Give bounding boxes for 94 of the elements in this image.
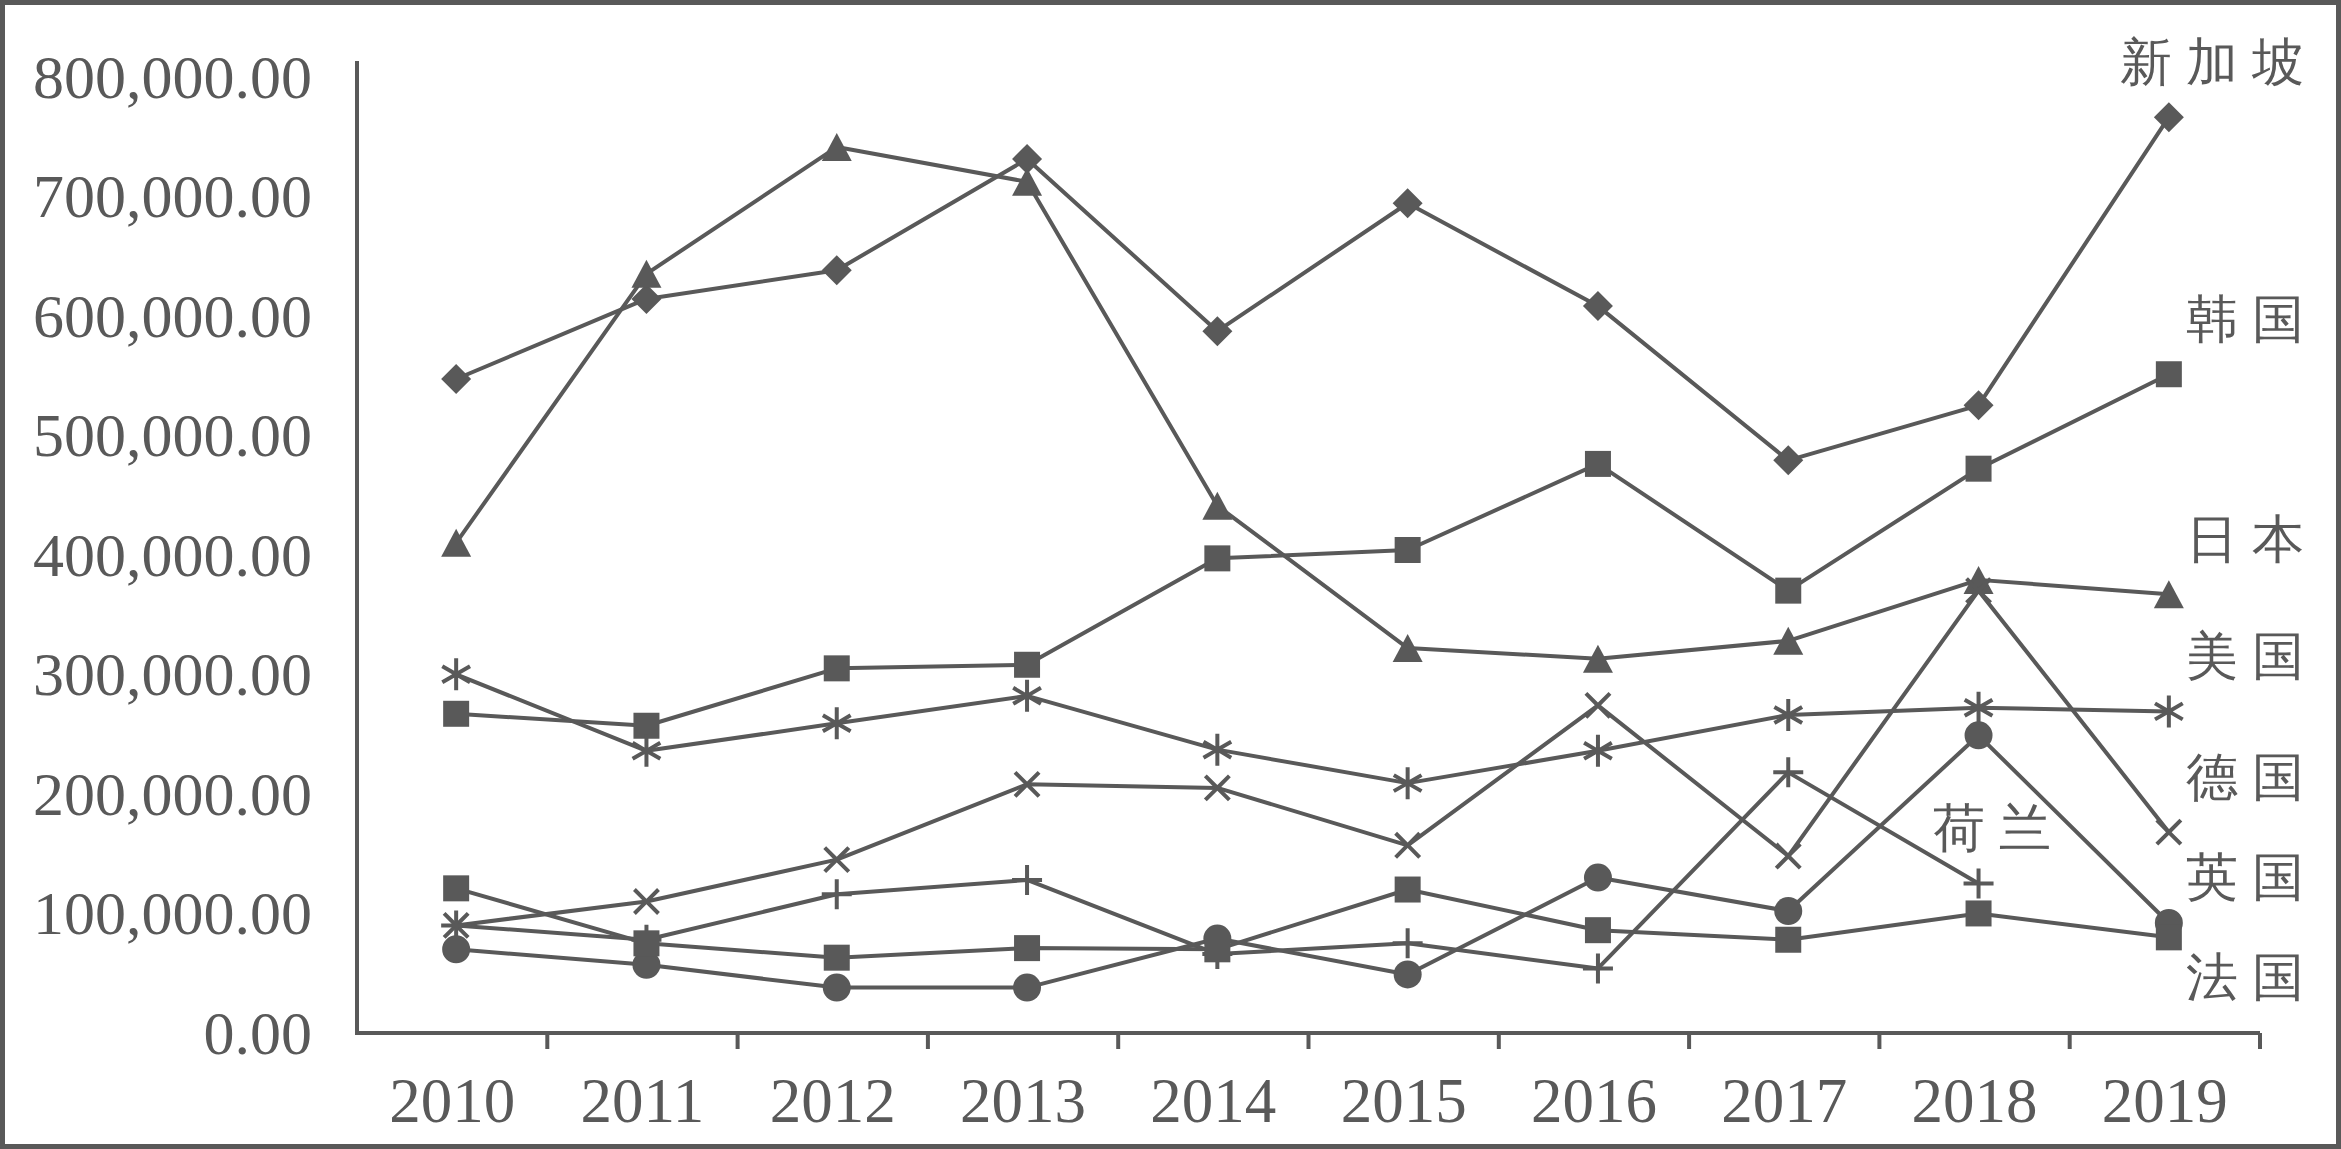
series-label: 新加坡 [2120, 33, 2318, 91]
series-label: 日本 [2186, 510, 2318, 568]
point [1204, 545, 1231, 572]
y-tick-label: 300,000.00 [33, 640, 312, 709]
y-tick-label: 200,000.00 [33, 759, 312, 828]
point [823, 846, 851, 874]
point [1202, 316, 1233, 347]
point [823, 944, 850, 971]
point [821, 255, 852, 286]
point [1582, 644, 1613, 673]
point [1583, 734, 1613, 767]
point [441, 364, 472, 395]
y-tick-label: 800,000.00 [33, 42, 312, 111]
point [631, 259, 662, 288]
point [1394, 536, 1421, 563]
point [821, 707, 852, 740]
point [1202, 733, 1233, 766]
point [442, 935, 471, 964]
point [1584, 691, 1612, 719]
point [1392, 767, 1423, 800]
point [1774, 897, 1803, 926]
x-tick-label: 2011 [580, 1066, 705, 1136]
point [441, 658, 472, 691]
point [1582, 953, 1613, 984]
y-tick-label: 500,000.00 [33, 401, 312, 470]
point [633, 712, 660, 739]
y-tick-label: 600,000.00 [33, 281, 312, 350]
point [1394, 831, 1422, 859]
point [443, 875, 470, 902]
x-tick-label: 2017 [1721, 1066, 1848, 1136]
y-tick-label: 400,000.00 [33, 520, 312, 589]
point [1773, 445, 1804, 476]
point [1013, 770, 1041, 798]
point [1965, 577, 1992, 605]
point [821, 879, 852, 910]
point [823, 655, 850, 682]
point [1583, 863, 1612, 892]
point [1393, 960, 1422, 989]
point [1584, 917, 1611, 944]
point [1203, 774, 1231, 802]
point [1392, 928, 1423, 959]
point [1012, 144, 1043, 175]
x-tick-label: 2012 [769, 1066, 896, 1136]
point [1013, 973, 1042, 1002]
point [1012, 864, 1043, 895]
point [2153, 102, 2184, 133]
point [1773, 757, 1804, 788]
x-tick-label: 2014 [1150, 1066, 1277, 1136]
point [633, 930, 660, 957]
point [1773, 626, 1804, 655]
point [822, 973, 851, 1002]
point [2153, 695, 2184, 728]
point [1963, 691, 1994, 724]
series-label: 德国 [2186, 748, 2318, 806]
point [1202, 491, 1233, 520]
point [1964, 721, 1993, 750]
point [1392, 634, 1423, 663]
point [1965, 455, 1992, 482]
point [1774, 842, 1802, 870]
point [1012, 679, 1042, 712]
point [1394, 876, 1421, 903]
point [441, 528, 472, 557]
series-label: 法国 [2186, 948, 2318, 1006]
y-tick-label: 100,000.00 [33, 879, 312, 948]
point [1014, 935, 1041, 962]
x-tick-label: 2015 [1340, 1066, 1467, 1136]
y-tick-label: 0.00 [203, 999, 312, 1067]
point [1965, 900, 1992, 927]
series-label: 美国 [2186, 627, 2318, 685]
x-tick-label: 2019 [2101, 1066, 2228, 1136]
point [1582, 291, 1613, 322]
point [443, 700, 470, 727]
point [1392, 188, 1423, 219]
y-tick-label: 700,000.00 [33, 162, 312, 231]
x-tick-label: 2013 [960, 1066, 1087, 1136]
point [2155, 361, 2182, 388]
point [633, 888, 660, 915]
point [2155, 924, 2182, 951]
series-label: 韩国 [2186, 290, 2318, 348]
point [1014, 651, 1041, 678]
x-tick-label: 2018 [1911, 1066, 2038, 1136]
point [2153, 580, 2184, 609]
point [1775, 577, 1802, 604]
point [1775, 926, 1802, 953]
series-label: 英国 [2186, 848, 2318, 906]
x-tick-label: 2016 [1530, 1066, 1657, 1136]
point [821, 133, 852, 162]
series-label: 荷兰 [1932, 800, 2065, 858]
point [2155, 818, 2183, 846]
x-tick-label: 2010 [389, 1066, 516, 1136]
point [1963, 868, 1994, 899]
point [1963, 390, 1994, 421]
point [1584, 450, 1611, 477]
point [1773, 698, 1804, 731]
